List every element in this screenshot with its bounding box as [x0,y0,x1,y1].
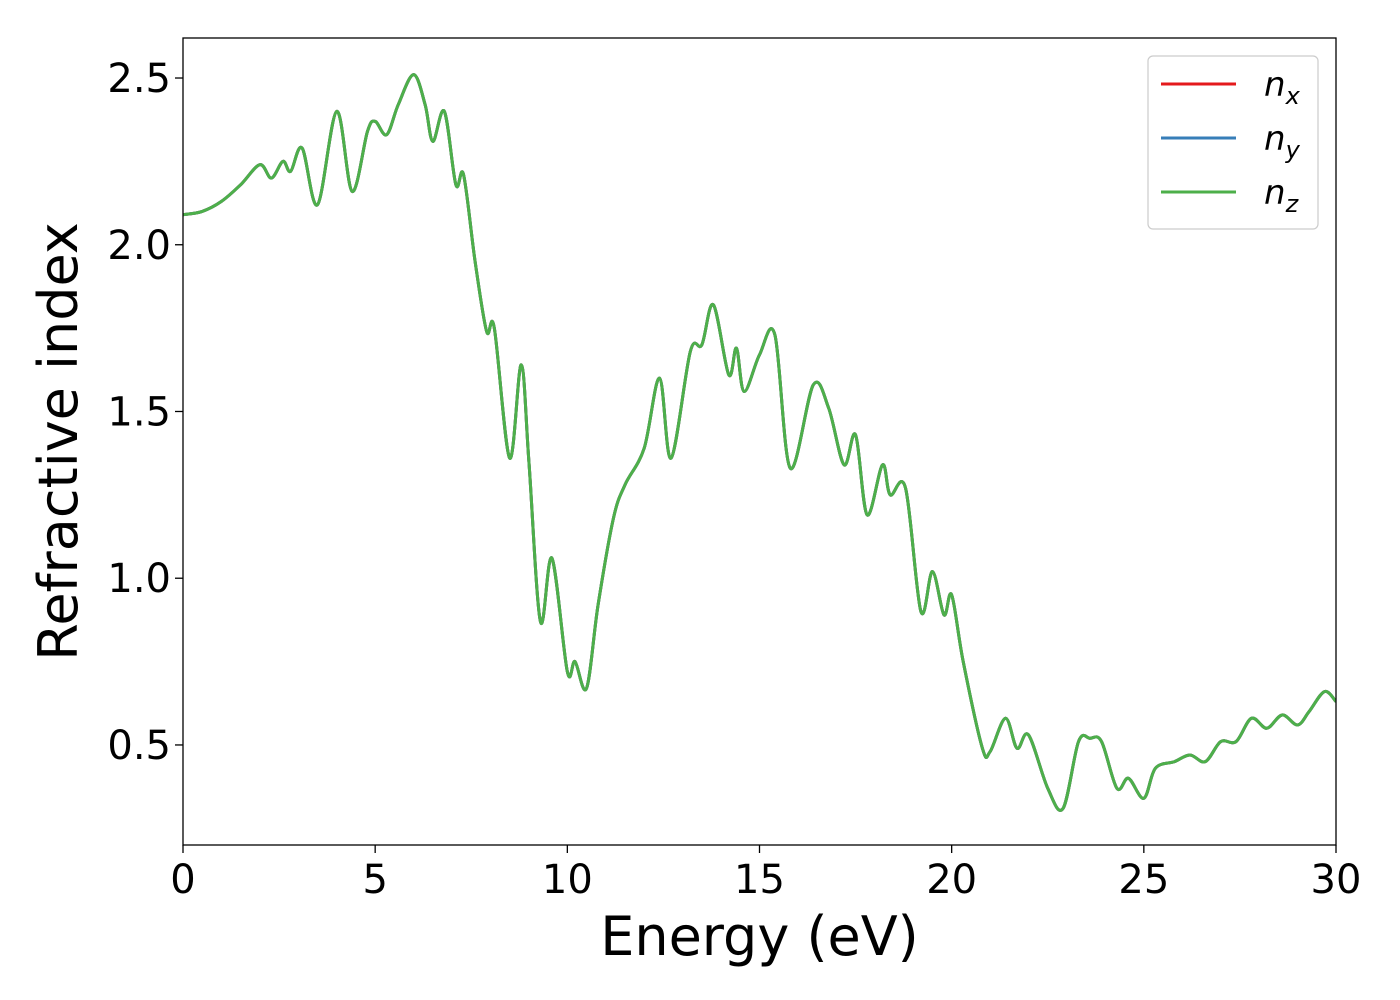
legend-label-n-z: nz [1264,173,1300,218]
legend: nx ny nz [1147,55,1319,230]
series-layer [183,73,1336,812]
legend-box [1147,55,1319,230]
legend-label-n-y: ny [1264,119,1301,164]
y-tick-label: 1.0 [107,556,171,602]
x-axis-label: Energy (eV) [600,905,919,968]
x-tick-label: 30 [1311,857,1362,903]
x-tick-label: 20 [926,857,977,903]
y-tick-label: 1.5 [107,389,171,435]
x-tick-label: 15 [734,857,785,903]
y-axis-ticks: 0.5 1.0 1.5 2.0 2.5 [107,56,183,769]
legend-items: nx ny nz [1161,65,1301,218]
y-axis-label: Refractive index [27,222,90,661]
x-tick-label: 5 [362,857,387,903]
series-line-n-z [183,73,1336,812]
y-tick-label: 0.5 [107,723,171,769]
x-tick-label: 25 [1118,857,1169,903]
x-tick-label: 10 [542,857,593,903]
x-tick-label: 0 [170,857,195,903]
y-tick-label: 2.5 [107,56,171,102]
x-axis-ticks: 0 5 10 15 20 25 30 [170,845,1361,903]
legend-label-n-x: nx [1264,65,1301,110]
y-tick-label: 2.0 [107,223,171,269]
